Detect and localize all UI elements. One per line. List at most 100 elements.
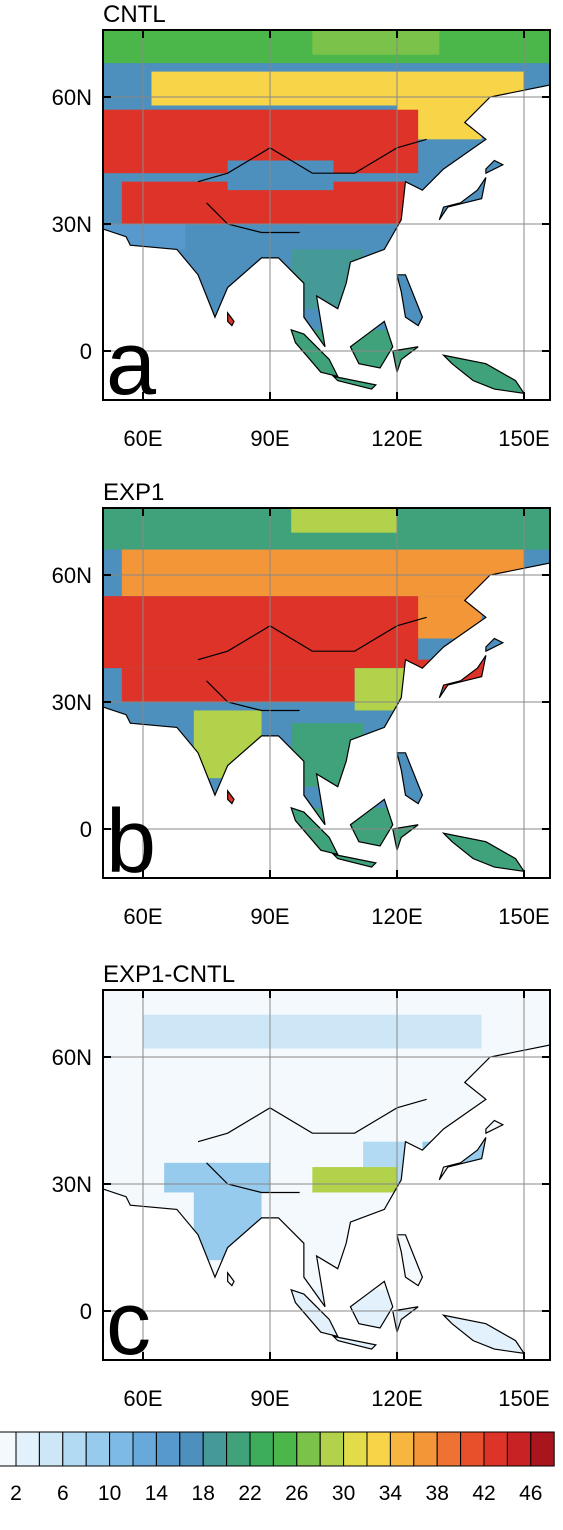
field-patch	[291, 508, 397, 533]
field-patch	[291, 723, 364, 787]
colorbar-label: 34	[379, 1482, 403, 1505]
colorbar-box	[530, 1431, 555, 1467]
colorbar-box	[436, 1431, 462, 1467]
colorbar-box	[319, 1431, 345, 1467]
panel-frame	[102, 507, 551, 879]
panel-title: CNTL	[103, 1, 166, 28]
lat-tick-label: 30N	[52, 1172, 92, 1197]
border	[206, 680, 300, 712]
field-patch	[418, 659, 491, 690]
coastline	[331, 1335, 378, 1350]
panel-frame	[102, 989, 551, 1361]
lat-tick-label: 60N	[52, 1045, 92, 1070]
coastline	[290, 806, 339, 856]
lat-tick-label: 0	[80, 339, 92, 364]
colorbar-box	[483, 1431, 508, 1467]
coastline	[392, 346, 419, 375]
colorbar-label: 46	[519, 1482, 542, 1505]
map	[103, 990, 550, 1360]
coastline	[392, 824, 419, 853]
colorbar-box	[413, 1431, 438, 1467]
field-patch	[312, 30, 440, 55]
coastline	[392, 1306, 419, 1335]
colorbar-box	[179, 1431, 204, 1467]
border	[206, 1162, 300, 1194]
lon-tick-label: 150E	[498, 1386, 549, 1411]
coastline	[103, 1044, 550, 1308]
field-patch	[121, 549, 524, 597]
panel-title: EXP1-CNTL	[103, 961, 235, 988]
border	[206, 202, 300, 234]
colorbar-box	[132, 1431, 157, 1467]
colorbar-box	[296, 1431, 321, 1467]
lat-tick-label: 60N	[52, 563, 92, 588]
coastline	[290, 1288, 339, 1338]
lon-tick-label: 120E	[371, 904, 422, 929]
colorbar-box	[249, 1431, 274, 1467]
coastline	[103, 84, 550, 348]
field-patch	[143, 1014, 482, 1049]
coastline	[485, 159, 505, 175]
colorbar-box	[506, 1431, 532, 1467]
lon-tick-label: 150E	[498, 426, 549, 451]
lat-tick-label: 30N	[52, 690, 92, 715]
coastline	[103, 562, 550, 826]
coastline	[438, 177, 487, 221]
coastline	[441, 1314, 526, 1355]
colorbar-label: 18	[192, 1482, 215, 1505]
coastline	[485, 637, 505, 653]
lon-tick-label: 60E	[123, 426, 162, 451]
coastline	[438, 655, 487, 699]
land-fill	[103, 508, 550, 872]
panel-frame	[102, 29, 551, 401]
field-patch	[291, 249, 364, 309]
coastline	[349, 798, 394, 847]
field-patch	[422, 1141, 486, 1168]
colorbar-box	[85, 1431, 111, 1467]
colorbar-label: 22	[238, 1482, 261, 1505]
panel-letter: b	[106, 792, 156, 892]
lat-tick-label: 0	[80, 1299, 92, 1324]
lon-tick-label: 90E	[250, 426, 289, 451]
colorbar-label: 38	[426, 1482, 449, 1505]
lon-tick-label: 120E	[371, 1386, 422, 1411]
field-patch	[103, 596, 419, 669]
field-patch	[227, 160, 334, 191]
coastline	[290, 328, 339, 378]
colorbar-box	[202, 1431, 228, 1467]
coastline	[396, 752, 424, 805]
coastline	[331, 375, 378, 390]
colorbar-box	[226, 1431, 251, 1467]
colorbar-label: 30	[332, 1482, 355, 1505]
colorbar-box	[109, 1431, 134, 1467]
colorbar-label: 2	[10, 1482, 22, 1505]
colorbar-box	[0, 1431, 17, 1467]
colorbar-box	[389, 1431, 415, 1467]
colorbar-label: 14	[145, 1482, 169, 1505]
land-fill	[103, 990, 550, 1354]
coastline	[227, 789, 235, 805]
colorbar-label: 26	[285, 1482, 308, 1505]
lon-tick-label: 90E	[250, 904, 289, 929]
land-fill	[103, 30, 550, 394]
colorbar-box	[155, 1431, 181, 1467]
coastline	[441, 832, 526, 873]
lon-tick-label: 60E	[123, 904, 162, 929]
lon-tick-label: 60E	[123, 1386, 162, 1411]
coastline	[438, 1137, 487, 1181]
panel-letter: a	[106, 314, 157, 414]
coastline	[227, 1271, 235, 1287]
lat-tick-label: 0	[80, 817, 92, 842]
coastline	[396, 1234, 424, 1287]
lon-tick-label: 120E	[371, 426, 422, 451]
colorbar-box	[62, 1431, 87, 1467]
coastline	[485, 1119, 505, 1135]
colorbar-box	[38, 1431, 64, 1467]
coastline	[349, 1280, 394, 1329]
colorbar-box	[366, 1431, 391, 1467]
coastline	[396, 274, 424, 327]
colorbar-label: 42	[472, 1482, 495, 1505]
coastline	[331, 853, 378, 868]
lat-tick-label: 30N	[52, 212, 92, 237]
